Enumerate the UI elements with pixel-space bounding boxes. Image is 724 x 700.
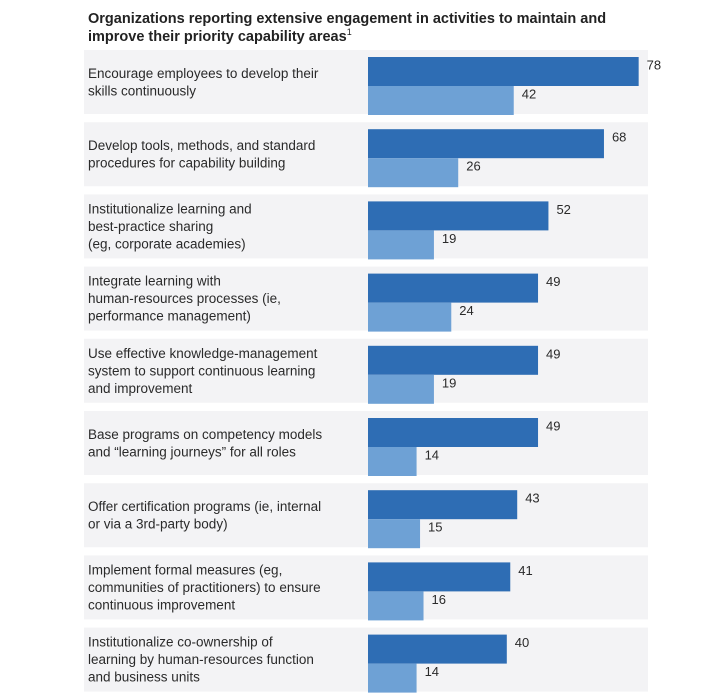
bar-series-1 [368, 129, 604, 159]
bar-series-1 [368, 562, 511, 592]
chart-title: Organizations reporting extensive engage… [88, 10, 648, 46]
row-background [84, 338, 648, 403]
value-label: 19 [442, 375, 456, 390]
chart-row: Implement formal measures (eg, communitie… [84, 555, 648, 621]
value-label: 14 [425, 448, 439, 463]
category-label: Integrate learning with human-resources p… [88, 274, 281, 324]
value-label: 24 [459, 303, 473, 318]
title-footnote-marker: 1 [346, 27, 352, 38]
value-label: 41 [518, 563, 532, 578]
bar-series-2 [368, 663, 417, 693]
value-label: 43 [525, 491, 539, 506]
bar-series-2 [368, 374, 434, 404]
chart-row: Develop tools, methods, and standard proc… [84, 122, 648, 188]
value-label: 52 [556, 202, 570, 217]
bar-series-2 [368, 158, 459, 188]
chart-row: Base programs on competency models and “l… [84, 411, 648, 476]
bar-series-1 [368, 490, 518, 520]
value-label: 68 [612, 130, 626, 145]
chart-row: Institutionalize learning and best-practi… [84, 194, 648, 260]
category-label: Encourage employees to develop their skil… [88, 66, 319, 99]
value-label: 14 [425, 664, 439, 679]
category-label: Develop tools, methods, and standard proc… [88, 138, 315, 171]
bar-series-1 [368, 201, 549, 231]
row-background [84, 194, 648, 259]
value-label: 40 [515, 635, 529, 650]
bar-series-1 [368, 634, 507, 664]
row-background [84, 555, 648, 620]
value-label: 15 [428, 520, 442, 535]
bar-series-1 [368, 418, 539, 447]
row-background [84, 483, 648, 548]
bar-series-2 [368, 230, 434, 260]
value-label: 16 [432, 592, 446, 607]
value-label: 49 [546, 419, 560, 434]
category-label: Base programs on competency models and “l… [88, 427, 322, 460]
value-label: 49 [546, 346, 560, 361]
category-label: Institutionalize co-ownership of learning… [88, 635, 314, 685]
value-label: 19 [442, 231, 456, 246]
value-label: 78 [647, 58, 661, 73]
chart-row: Integrate learning with human-resources p… [84, 266, 648, 332]
bar-series-2 [368, 302, 452, 332]
bar-series-1 [368, 345, 539, 375]
category-label: Institutionalize learning and best-practi… [88, 201, 252, 251]
chart-row: Institutionalize co-ownership of learning… [84, 627, 648, 693]
row-background [84, 627, 648, 692]
bar-series-2 [368, 447, 417, 476]
value-label: 49 [546, 274, 560, 289]
chart-row: Encourage employees to develop their skil… [84, 50, 661, 115]
category-label: Implement formal measures (eg, communitie… [88, 562, 321, 612]
value-label: 42 [522, 87, 536, 102]
chart-row: Offer certification programs (ie, intern… [84, 483, 648, 549]
bar-series-2 [368, 86, 514, 115]
bar-series-2 [368, 591, 424, 621]
category-label: Offer certification programs (ie, intern… [88, 499, 321, 532]
value-label: 26 [466, 159, 480, 174]
row-background [84, 266, 648, 331]
category-label: Use effective knowledge-management system… [88, 346, 318, 396]
chart-title-text: Organizations reporting extensive engage… [88, 11, 607, 45]
bar-series-1 [368, 273, 539, 303]
bar-series-1 [368, 57, 639, 86]
bar-series-2 [368, 519, 421, 549]
chart-row: Use effective knowledge-management system… [84, 338, 648, 404]
row-background [84, 411, 648, 475]
